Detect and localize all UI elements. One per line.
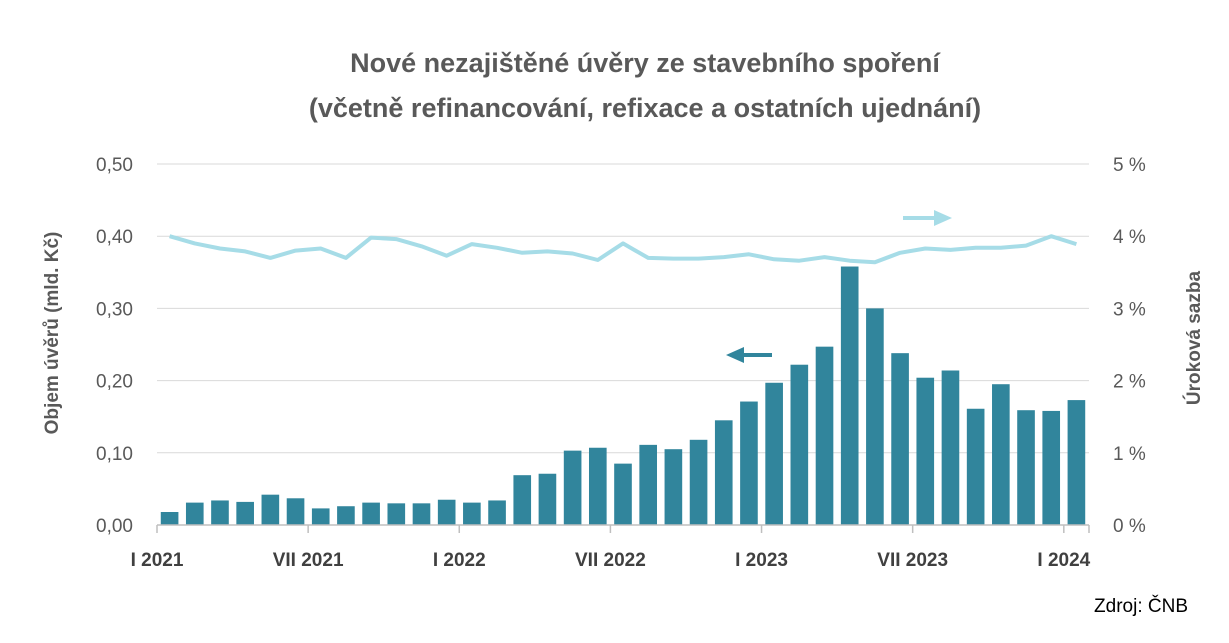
bar [1067, 400, 1086, 525]
y-right-tick-label: 5 % [1113, 155, 1146, 176]
y-left-tick-label: 0,10 [96, 444, 133, 465]
bar [740, 401, 758, 525]
bar [160, 512, 179, 525]
y-axis-left-title: Objem úvěrů (mld. Kč) [42, 232, 63, 435]
bar [387, 503, 406, 525]
y-right-tick-label: 1 % [1113, 444, 1146, 465]
bar [513, 475, 532, 525]
bar [538, 473, 557, 525]
x-tick-label: I 2024 [1037, 550, 1090, 571]
bar [488, 500, 506, 525]
bar [840, 266, 859, 525]
chart-title: Nové nezajištěné úvěry ze stavebního spo… [350, 48, 941, 78]
bar [866, 308, 884, 525]
bar [815, 346, 834, 525]
bar [664, 449, 683, 525]
y-left-tick-label: 0,40 [96, 227, 133, 248]
left-axis-arrow-head [726, 347, 744, 363]
bar [362, 502, 380, 525]
bar [614, 463, 632, 525]
y-right-tick-label: 3 % [1113, 299, 1146, 320]
y-left-tick-label: 0,20 [96, 372, 133, 393]
x-tick-label: I 2022 [433, 550, 486, 571]
bar [211, 500, 229, 525]
bar [941, 370, 960, 525]
x-tick-label: I 2021 [131, 550, 184, 571]
y-right-tick-label: 4 % [1113, 227, 1146, 248]
y-right-tick-label: 2 % [1113, 372, 1146, 393]
bar [916, 377, 935, 525]
bar [992, 384, 1010, 525]
source-label: Zdroj: ČNB [1094, 595, 1188, 617]
axis-arrows [726, 210, 952, 363]
bar [563, 450, 582, 525]
y-left-tick-label: 0,50 [96, 155, 133, 176]
bar [185, 502, 204, 525]
rate-line [169, 234, 1077, 265]
y-axis-right-title: Úroková sazba [1183, 271, 1205, 406]
bar [337, 506, 355, 525]
x-tick-label: VII 2022 [575, 550, 646, 571]
bar [639, 444, 658, 525]
y-left-tick-label: 0,00 [96, 516, 133, 537]
x-axis: I 2021 VII 2021 I 2022 VII 2022 I 2023 VII 20… [131, 524, 1091, 571]
bar [689, 439, 708, 525]
bar [966, 408, 985, 525]
bar [588, 447, 607, 525]
x-tick-label: VII 2021 [273, 550, 344, 571]
bar [437, 499, 456, 525]
bar [286, 498, 305, 525]
chart-subtitle: (včetně refinancování, refixace a ostatn… [309, 93, 981, 123]
y-axis-left: 0,00 0,10 0,20 0,30 0,40 0,50 [96, 155, 133, 537]
bar [1042, 410, 1061, 525]
x-tick-label: I 2023 [735, 550, 788, 571]
bar [1017, 410, 1035, 525]
y-axis-right: 0 % 1 % 2 % 3 % 4 % 5 % [1113, 155, 1146, 537]
bar [463, 502, 481, 525]
bar [765, 382, 783, 525]
bar [790, 364, 809, 525]
y-left-tick-label: 0,30 [96, 299, 133, 320]
bar [261, 494, 280, 525]
line-series [169, 234, 1077, 265]
bar [412, 503, 431, 525]
bar [236, 501, 254, 525]
right-axis-arrow-head [934, 210, 952, 226]
y-right-tick-label: 0 % [1113, 516, 1146, 537]
bar [714, 420, 733, 525]
bar [891, 353, 909, 525]
x-tick-label: VII 2023 [877, 550, 948, 571]
bar-series [160, 266, 1086, 525]
bar [311, 508, 330, 525]
